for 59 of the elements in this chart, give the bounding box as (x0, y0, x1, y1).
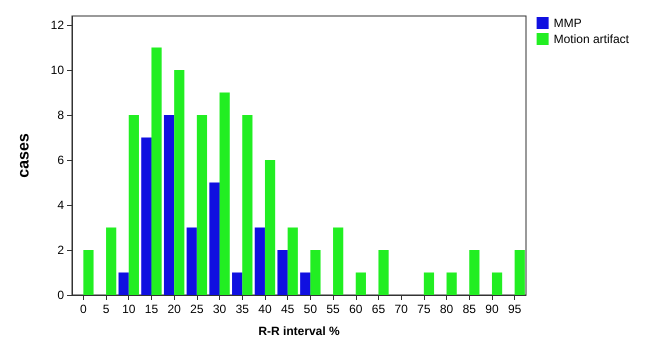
bar (514, 250, 525, 295)
y-tick-label: 2 (57, 243, 64, 257)
x-tick-label: 65 (372, 302, 386, 316)
x-tick-label: 80 (440, 302, 454, 316)
bar (469, 250, 480, 295)
y-tick-label: 4 (57, 198, 64, 212)
x-tick-label: 55 (326, 302, 340, 316)
x-tick-label: 40 (258, 302, 272, 316)
bar (83, 250, 94, 295)
legend-label: Motion artifact (554, 32, 630, 46)
bar (264, 160, 276, 295)
x-tick-label: 90 (485, 302, 499, 316)
bar (492, 272, 502, 295)
x-tick-label: 50 (304, 302, 318, 316)
bar (424, 272, 434, 295)
bar (151, 48, 162, 295)
legend-label: MMP (554, 16, 582, 30)
bar (254, 228, 265, 295)
bar (209, 182, 220, 295)
bar (242, 115, 252, 295)
x-tick-label: 75 (417, 302, 431, 316)
y-tick-label: 0 (57, 288, 64, 302)
y-tick-label: 12 (50, 18, 64, 32)
y-axis-title: cases (16, 133, 32, 178)
x-tick-label: 20 (167, 302, 182, 316)
x-tick-label: 15 (144, 302, 158, 316)
y-tick-label: 10 (50, 63, 64, 77)
y-tick-label: 8 (57, 108, 64, 122)
bar (174, 70, 184, 295)
x-tick-label: 5 (102, 302, 110, 316)
x-tick-label: 30 (212, 302, 227, 316)
x-tick-label: 95 (508, 302, 522, 316)
bar (196, 115, 208, 295)
bar (186, 228, 197, 295)
bar (378, 250, 389, 295)
x-axis-title: R-R interval % (258, 324, 340, 338)
x-tick-label: 45 (280, 302, 295, 316)
bar (310, 250, 321, 295)
bar (106, 228, 116, 295)
bar (128, 115, 139, 295)
bar (232, 272, 242, 295)
x-tick-label: 35 (236, 302, 250, 316)
bar (288, 228, 298, 295)
bar (356, 272, 366, 295)
bar (220, 92, 230, 295)
x-tick-label: 85 (462, 302, 476, 316)
bar (333, 228, 344, 295)
bar (118, 272, 129, 295)
bar (446, 272, 457, 295)
x-tick-label: 60 (349, 302, 363, 316)
bar (300, 272, 310, 295)
bar (141, 138, 152, 295)
bar (277, 250, 288, 295)
x-tick-label: 10 (122, 302, 136, 316)
x-tick-label: 25 (190, 302, 204, 316)
bar (164, 115, 174, 295)
x-tick-label: 70 (394, 302, 408, 316)
x-tick-label: 0 (80, 302, 88, 316)
y-tick-label: 6 (57, 153, 64, 167)
